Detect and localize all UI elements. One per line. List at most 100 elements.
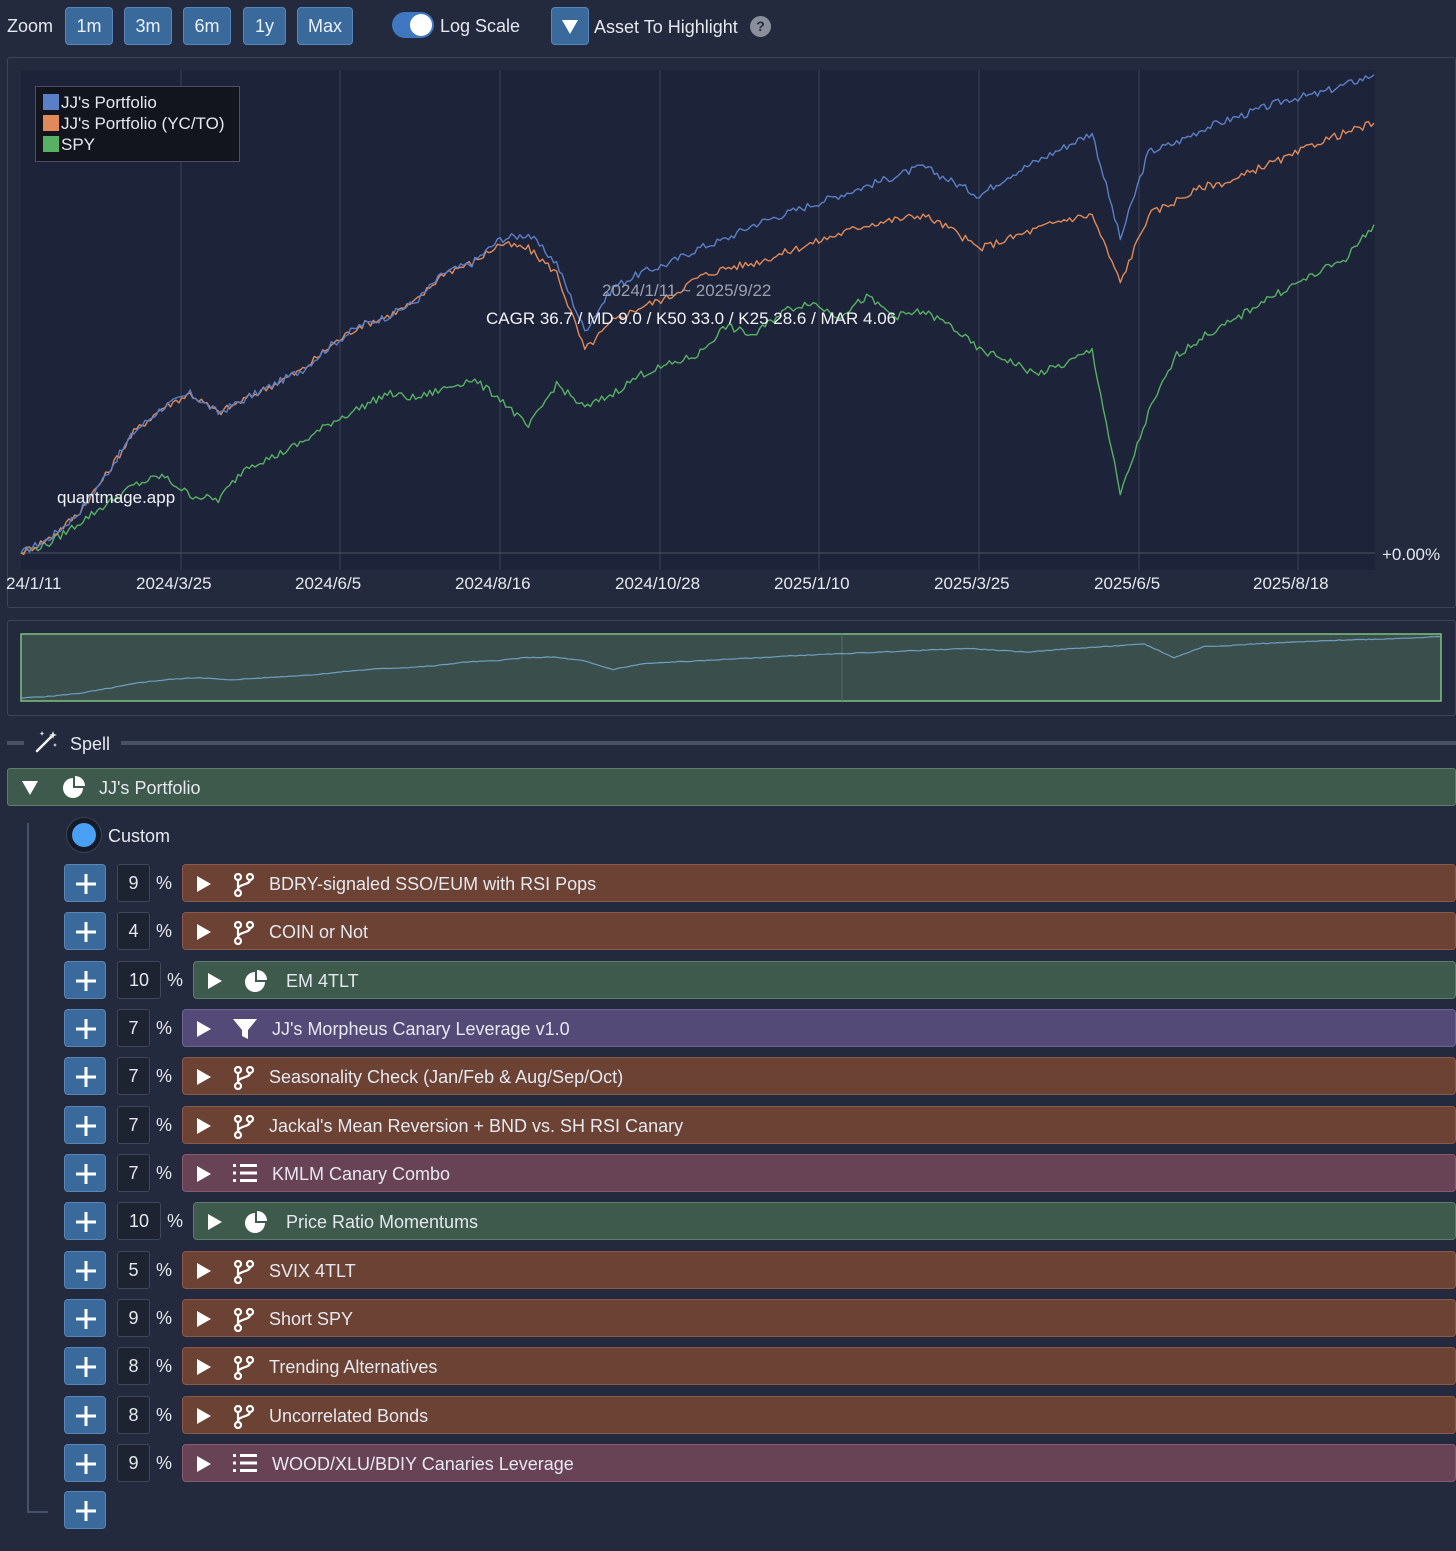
add-node-button[interactable]: [64, 1396, 106, 1434]
zoom-1m-button[interactable]: 1m: [65, 7, 113, 45]
strategy-node[interactable]: EM 4TLT: [193, 961, 1456, 999]
plus-icon: [76, 1019, 96, 1039]
portfolio-row: 9% Short SPY: [0, 1299, 1456, 1339]
weight-input[interactable]: 8: [117, 1347, 150, 1385]
zoom-3m-button[interactable]: 3m: [124, 7, 172, 45]
strategy-node[interactable]: Jackal's Mean Reversion + BND vs. SH RSI…: [182, 1106, 1456, 1144]
portfolio-row: 7% Seasonality Check (Jan/Feb & Aug/Sep/O…: [0, 1057, 1456, 1097]
log-scale-toggle[interactable]: [392, 12, 434, 38]
performance-chart[interactable]: [0, 0, 1456, 610]
strategy-node[interactable]: COIN or Not: [182, 912, 1456, 950]
strategy-node[interactable]: Trending Alternatives: [182, 1347, 1456, 1385]
strategy-name: Price Ratio Momentums: [286, 1212, 479, 1232]
strategy-name: EM 4TLT: [286, 971, 359, 991]
asset-highlight-dropdown[interactable]: [551, 7, 589, 45]
expand-caret-icon[interactable]: [197, 1263, 211, 1279]
expand-caret-icon[interactable]: [197, 1359, 211, 1375]
grid-lines: [21, 70, 1375, 570]
x-tick-label: 2025/6/5: [1094, 574, 1161, 593]
zoom-6m-button[interactable]: 6m: [183, 7, 231, 45]
custom-weight-radio[interactable]: [66, 817, 102, 853]
weight-input[interactable]: 5: [117, 1251, 150, 1289]
add-node-button[interactable]: [64, 912, 106, 950]
collapse-caret-icon[interactable]: [22, 781, 38, 795]
custom-weight-label: Custom: [108, 826, 171, 846]
plus-icon: [76, 1454, 96, 1474]
expand-caret-icon[interactable]: [197, 1456, 211, 1472]
divider-line: [121, 741, 1456, 745]
expand-caret-icon[interactable]: [197, 1118, 211, 1134]
add-node-button[interactable]: [64, 1154, 106, 1192]
add-node-button[interactable]: [64, 961, 106, 999]
expand-caret-icon[interactable]: [197, 1311, 211, 1327]
add-node-button[interactable]: [64, 1347, 106, 1385]
series-line-0[interactable]: [20, 74, 1375, 554]
strategy-node[interactable]: JJ's Morpheus Canary Leverage v1.0: [182, 1009, 1456, 1047]
portfolio-header[interactable]: JJ's Portfolio: [7, 768, 1456, 806]
strategy-name: Trending Alternatives: [269, 1357, 438, 1377]
add-node-button[interactable]: [64, 1251, 106, 1289]
watermark: quantmage.app: [57, 488, 176, 507]
plus-icon: [76, 971, 96, 991]
weight-input[interactable]: 8: [117, 1396, 150, 1434]
add-node-button[interactable]: [64, 1299, 106, 1337]
weight-input[interactable]: 9: [117, 1299, 150, 1337]
strategy-node[interactable]: Uncorrelated Bonds: [182, 1396, 1456, 1434]
expand-caret-icon[interactable]: [197, 876, 211, 892]
branch-icon: [233, 872, 255, 902]
strategy-node[interactable]: Price Ratio Momentums: [193, 1202, 1456, 1240]
strategy-name: COIN or Not: [269, 922, 369, 942]
weight-input[interactable]: 4: [117, 912, 150, 950]
strategy-node[interactable]: Short SPY: [182, 1299, 1456, 1337]
help-icon[interactable]: ?: [750, 16, 771, 37]
magic-wand-icon: [35, 731, 57, 753]
percent-sign: %: [156, 1018, 173, 1038]
strategy-node[interactable]: KMLM Canary Combo: [182, 1154, 1456, 1192]
add-node-button[interactable]: [64, 1444, 106, 1482]
strategy-node[interactable]: SVIX 4TLT: [182, 1251, 1456, 1289]
strategy-name: Short SPY: [269, 1309, 354, 1329]
weight-input[interactable]: 7: [117, 1009, 150, 1047]
percent-sign: %: [156, 1066, 173, 1086]
add-node-button[interactable]: [64, 1202, 106, 1240]
portfolio-row: 4% COIN or Not: [0, 912, 1456, 952]
strategy-node[interactable]: BDRY-signaled SSO/EUM with RSI Pops: [182, 864, 1456, 902]
strategy-node[interactable]: Seasonality Check (Jan/Feb & Aug/Sep/Oct…: [182, 1057, 1456, 1095]
weight-input[interactable]: 9: [117, 1444, 150, 1482]
branch-icon: [233, 1259, 255, 1289]
expand-caret-icon[interactable]: [208, 973, 222, 989]
series-line-2[interactable]: [20, 224, 1375, 554]
zoom-max-button[interactable]: Max: [297, 7, 353, 45]
portfolio-row: 7% Jackal's Mean Reversion + BND vs. SH R…: [0, 1106, 1456, 1146]
expand-caret-icon[interactable]: [197, 1069, 211, 1085]
percent-sign: %: [156, 1405, 173, 1425]
expand-caret-icon[interactable]: [208, 1214, 222, 1230]
legend-item[interactable]: JJ's Portfolio (YC/TO): [43, 113, 232, 134]
weight-input[interactable]: 7: [117, 1057, 150, 1095]
weight-input[interactable]: 9: [117, 864, 150, 902]
legend-item[interactable]: SPY: [43, 134, 232, 155]
add-node-button[interactable]: [64, 1491, 106, 1529]
strategy-node[interactable]: WOOD/XLU/BDIY Canaries Leverage: [182, 1444, 1456, 1482]
log-scale-label: Log Scale: [440, 16, 521, 36]
zoom-1y-button[interactable]: 1y: [243, 7, 286, 45]
list-icon: [233, 1163, 257, 1188]
add-node-button[interactable]: [64, 1106, 106, 1144]
expand-caret-icon[interactable]: [197, 1166, 211, 1182]
portfolio-row: 9% BDRY-signaled SSO/EUM with RSI Pops: [0, 864, 1456, 904]
expand-caret-icon[interactable]: [197, 924, 211, 940]
expand-caret-icon[interactable]: [197, 1021, 211, 1037]
add-node-button[interactable]: [64, 1009, 106, 1047]
weight-input[interactable]: 7: [117, 1154, 150, 1192]
add-node-button[interactable]: [64, 864, 106, 902]
weight-input[interactable]: 7: [117, 1106, 150, 1144]
weight-input[interactable]: 10: [117, 1202, 161, 1240]
branch-icon: [233, 1114, 255, 1144]
legend-item[interactable]: JJ's Portfolio: [43, 92, 232, 113]
add-node-button[interactable]: [64, 1057, 106, 1095]
expand-caret-icon[interactable]: [197, 1408, 211, 1424]
portfolio-row: 8% Uncorrelated Bonds: [0, 1396, 1456, 1436]
legend-label: JJ's Portfolio: [61, 93, 157, 112]
weight-input[interactable]: 10: [117, 961, 161, 999]
plus-icon: [76, 1406, 96, 1426]
